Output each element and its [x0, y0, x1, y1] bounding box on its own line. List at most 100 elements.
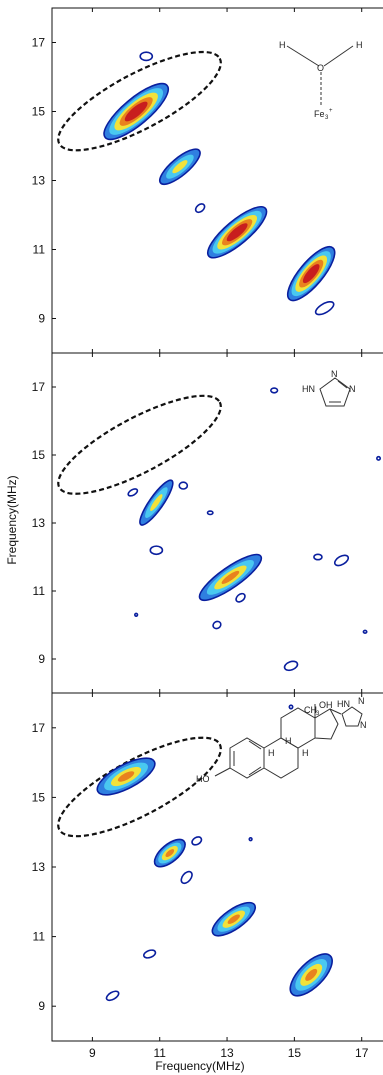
- panel-3-contours: [57, 704, 333, 1002]
- molecule-atom-label: H: [279, 40, 286, 50]
- y-axis-title: Frequency(MHz): [5, 475, 19, 564]
- contour-peak: [289, 953, 333, 997]
- contour-peak: [288, 704, 294, 710]
- contour-level: [127, 488, 139, 497]
- contour-level: [212, 620, 222, 630]
- contour-level: [194, 203, 206, 214]
- contour-peak: [178, 481, 189, 490]
- panel-2: 9 11 13 15 17 HN N N: [32, 352, 383, 694]
- contour-level: [129, 106, 143, 117]
- molecule-double-bond: [248, 740, 262, 750]
- molecule-charge: +: [329, 108, 333, 114]
- contour-level: [231, 227, 243, 238]
- contour-level: [172, 160, 188, 174]
- contour-level: [149, 545, 164, 556]
- contour-level: [314, 300, 335, 316]
- molecule-bond: [329, 708, 342, 715]
- dashed-ellipse: [57, 736, 222, 838]
- molecule-atom-label: N: [360, 720, 367, 730]
- contour-level: [221, 570, 240, 584]
- panel-1-y-ticks: 9 11 13 15 17: [32, 36, 56, 326]
- contour-level: [143, 949, 157, 959]
- contour-peak: [286, 245, 336, 302]
- molecule-bond: [286, 45, 320, 67]
- contour-peak: [376, 455, 382, 461]
- panel-3-x-ticks: 9 11 13 15 17: [89, 693, 369, 1060]
- molecule-atom-label: N: [349, 384, 356, 394]
- water-fe-molecule: H H O Fe 3 +: [279, 40, 363, 121]
- aromatic-ring-a: [229, 737, 265, 779]
- contour-level: [134, 612, 139, 617]
- contour-peak: [206, 510, 214, 516]
- x-tick-label: 17: [355, 1046, 369, 1060]
- panel-2-contours: [57, 387, 382, 672]
- y-tick-label: 9: [38, 312, 45, 326]
- contour-peak: [362, 629, 368, 634]
- triazole-ring: [341, 706, 363, 727]
- triazole-ring: [319, 377, 351, 407]
- contour-peak: [96, 757, 156, 796]
- contour-level: [139, 51, 154, 62]
- triazole-molecule: [319, 377, 351, 407]
- contour-peak: [149, 545, 164, 556]
- y-tick-label: 17: [32, 721, 46, 735]
- contour-peak: [143, 949, 157, 959]
- contour-peak: [180, 870, 193, 885]
- molecule-atom-label: H: [268, 748, 275, 758]
- y-tick-label: 11: [33, 930, 46, 944]
- x-tick-label: 9: [89, 1046, 96, 1060]
- molecule-double-bond: [337, 380, 348, 389]
- y-tick-label: 9: [38, 999, 45, 1013]
- y-tick-label: 9: [38, 652, 45, 666]
- molecule-double-bond: [248, 766, 262, 776]
- panel-3-frame: [51, 692, 383, 1042]
- molecule-atom-label: HN: [302, 384, 315, 394]
- contour-level: [376, 455, 382, 461]
- x-tick-label: 13: [220, 1046, 234, 1060]
- contour-peak: [134, 612, 139, 617]
- contour-level: [270, 387, 279, 394]
- contour-peak: [153, 838, 186, 868]
- molecule-atom-label: HO: [196, 774, 210, 784]
- contour-level: [206, 510, 214, 516]
- panel-2-frame: [51, 352, 383, 694]
- contour-level: [165, 849, 175, 857]
- molecule-bond: [214, 767, 231, 777]
- contour-level: [248, 836, 253, 842]
- contour-peak: [103, 82, 170, 141]
- contour-peak: [206, 206, 268, 259]
- contour-peak: [212, 620, 222, 630]
- molecule-subscript: 3: [316, 711, 320, 717]
- contour-peak: [333, 554, 350, 567]
- y-tick-label: 17: [32, 380, 46, 394]
- molecule-atom-label: Fe: [314, 109, 325, 119]
- contour-peak: [198, 553, 263, 602]
- ring-b: [263, 737, 299, 779]
- contour-level: [235, 592, 246, 603]
- panel-1-x-ticks: [91, 8, 363, 353]
- molecule-atom-label: N: [358, 696, 365, 706]
- panel-2-y-ticks: 9 11 13 15 17: [32, 380, 56, 666]
- dashed-ellipse: [57, 50, 222, 152]
- y-tick-label: 13: [32, 174, 46, 188]
- dashed-ellipse: [57, 394, 222, 495]
- y-tick-label: 11: [33, 243, 46, 257]
- molecule-atom-label: N: [331, 369, 338, 379]
- contour-level: [150, 494, 163, 512]
- contour-peak: [211, 901, 257, 937]
- molecule-atom-label: H: [356, 40, 363, 50]
- y-tick-label: 13: [32, 860, 46, 874]
- contour-peak: [105, 990, 120, 1002]
- contour-level: [180, 870, 193, 885]
- x-tick-label: 11: [153, 1046, 166, 1060]
- contour-level: [105, 990, 120, 1002]
- contour-level: [191, 836, 203, 846]
- molecule-atom-label: H: [302, 748, 309, 758]
- molecule-atom-label: CH: [304, 705, 317, 715]
- contour-peak: [314, 300, 335, 316]
- panel-2-x-ticks: [91, 353, 363, 693]
- contour-peak: [248, 836, 253, 842]
- y-tick-label: 17: [32, 36, 46, 50]
- y-tick-label: 13: [32, 516, 46, 530]
